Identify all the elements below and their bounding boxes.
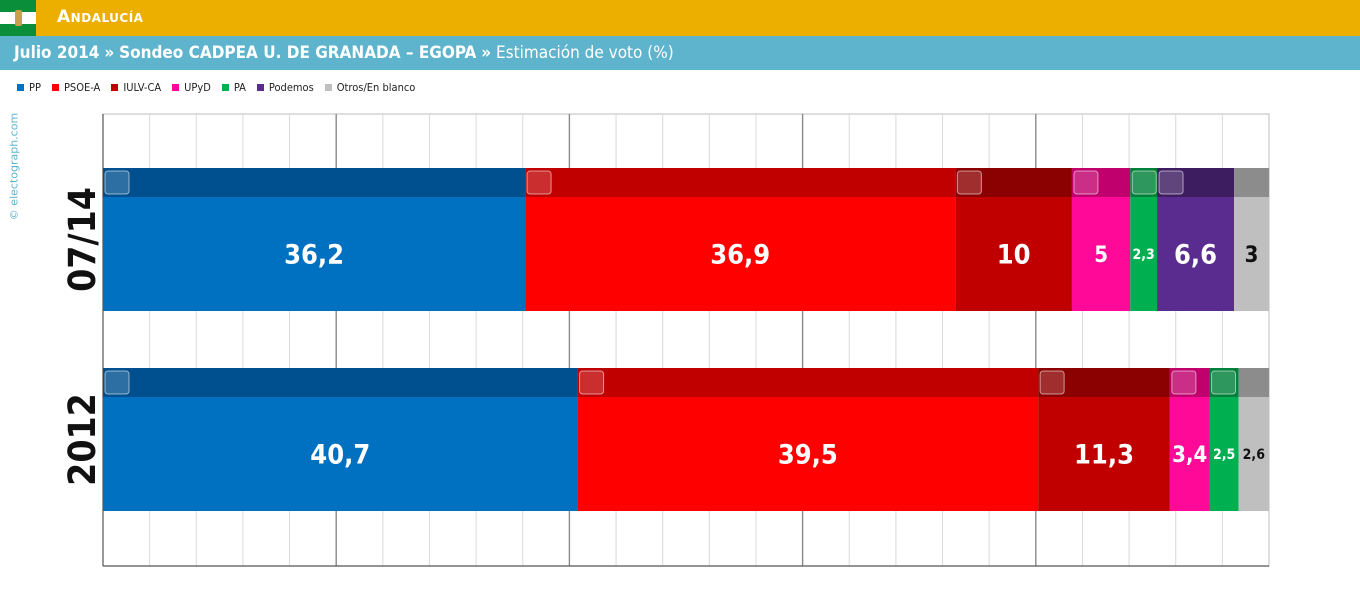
- bar-upyd: [1169, 397, 1210, 511]
- separator: »: [481, 43, 492, 63]
- bar-psoe-a: [525, 197, 956, 311]
- upd-logo-icon: [1171, 370, 1197, 395]
- poll-date: Julio 2014: [14, 43, 100, 63]
- legend-item-pa: PA: [221, 80, 246, 94]
- category-label: 07/14: [61, 187, 104, 292]
- legend-label: IULV-CA: [123, 80, 162, 94]
- category-labels: 07/14 2012: [61, 187, 104, 486]
- bar-psoe-a: [577, 397, 1039, 511]
- bar-value-label: 2,6: [1243, 447, 1266, 463]
- bar-band-upyd: [1071, 168, 1131, 197]
- upd-logo-icon: [1073, 170, 1099, 195]
- legend-item-psoe-a: PSOE-A: [51, 80, 101, 94]
- pp-logo-icon: [104, 370, 130, 395]
- legend-item-iulv-ca: IULV-CA: [111, 81, 161, 94]
- bar-value-label: 36,9: [710, 240, 770, 271]
- bar-value-label: 6,6: [1174, 240, 1217, 271]
- pa-logo-icon: [1131, 170, 1157, 195]
- bar-pp: [103, 397, 578, 511]
- bar-value-label: 3: [1245, 243, 1259, 268]
- bar-otros-en-blanco: [1238, 397, 1269, 511]
- legend-swatch: [17, 83, 24, 91]
- legend-label: PSOE-A: [63, 80, 101, 94]
- bar-iulv-ca: [955, 197, 1072, 311]
- chart-legend: PP PSOE-A IULV-CA UPyD PA Podemos Otros/En bla…: [17, 80, 426, 94]
- bars: 36,2 36,9 10 5 2,3 6,6 3 40,7 39,5 11,3 3,4 2,5 2,6: [103, 168, 1269, 511]
- legend-item-pp: PP: [17, 81, 41, 94]
- legend-swatch: [172, 83, 180, 91]
- bar-pa: [1130, 197, 1158, 311]
- podemos-logo-icon: [1158, 170, 1184, 195]
- legend-item-otros-en-blanco: Otros/En blanco: [324, 80, 416, 94]
- andalucia-flag-icon: [0, 0, 36, 36]
- bar-band-iulv-ca: [955, 168, 1072, 197]
- bar-pp: [103, 197, 526, 311]
- bar-value-label: 36,2: [284, 240, 344, 271]
- legend-item-upyd: UPyD: [172, 81, 211, 94]
- legend-label: UPyD: [184, 80, 211, 94]
- region-title: Andalucía: [57, 7, 144, 27]
- bar-value-label: 5: [1094, 243, 1108, 268]
- pollster-name: Sondeo CADPEA U. DE GRANADA – EGOPA: [119, 43, 477, 63]
- iu-logo-icon: [956, 170, 982, 195]
- bar-band-pa: [1209, 368, 1239, 397]
- legend-swatch: [324, 83, 332, 91]
- bar-band-iulv-ca: [1038, 368, 1170, 397]
- legend-label: Podemos: [268, 80, 314, 94]
- separator: »: [104, 43, 115, 63]
- bar-band-podemos: [1157, 168, 1235, 197]
- bar-band-pp: [103, 168, 526, 197]
- bar-band-psoe-a: [577, 368, 1039, 397]
- bar-band-pa: [1130, 168, 1158, 197]
- psoe-logo-icon: [579, 370, 605, 395]
- bar-value-label: 3,4: [1172, 443, 1207, 468]
- bar-podemos: [1157, 197, 1235, 311]
- bar-value-label: 39,5: [778, 440, 838, 471]
- poll-subtitle: Julio 2014 » Sondeo CADPEA U. DE GRANADA…: [14, 43, 674, 63]
- legend-swatch: [256, 83, 264, 91]
- category-label: 2012: [61, 393, 104, 486]
- bar-upyd: [1071, 197, 1131, 311]
- legend-label: PA: [233, 80, 246, 94]
- bar-value-label: 2,3: [1132, 247, 1154, 263]
- subtitle-bar: Julio 2014 » Sondeo CADPEA U. DE GRANADA…: [0, 36, 1360, 70]
- bar-value-label: 2,5: [1213, 447, 1235, 463]
- legend-swatch: [51, 83, 59, 91]
- header-bar: Andalucía: [0, 0, 1360, 36]
- iu-logo-icon: [1039, 370, 1065, 395]
- bar-band-upyd: [1169, 368, 1210, 397]
- bar-band-otros-en-blanco: [1238, 368, 1269, 397]
- pp-logo-icon: [104, 170, 130, 195]
- bar-value-label: 11,3: [1074, 440, 1134, 471]
- measure-label: Estimación de voto (%): [495, 43, 674, 63]
- bar-band-psoe-a: [525, 168, 956, 197]
- bar-value-label: 10: [997, 240, 1031, 271]
- legend-swatch: [221, 83, 229, 91]
- bar-value-label: 40,7: [310, 440, 370, 471]
- bar-otros-en-blanco: [1234, 197, 1269, 311]
- pa-logo-icon: [1211, 370, 1237, 395]
- bar-pa: [1209, 397, 1239, 511]
- legend-swatch: [111, 83, 119, 91]
- legend-label: Otros/En blanco: [336, 80, 416, 94]
- bar-band-otros-en-blanco: [1234, 168, 1269, 197]
- psoe-logo-icon: [526, 170, 552, 195]
- bar-iulv-ca: [1038, 397, 1170, 511]
- bar-band-pp: [103, 368, 578, 397]
- legend-item-podemos: Podemos: [256, 80, 314, 94]
- legend-label: PP: [29, 80, 41, 94]
